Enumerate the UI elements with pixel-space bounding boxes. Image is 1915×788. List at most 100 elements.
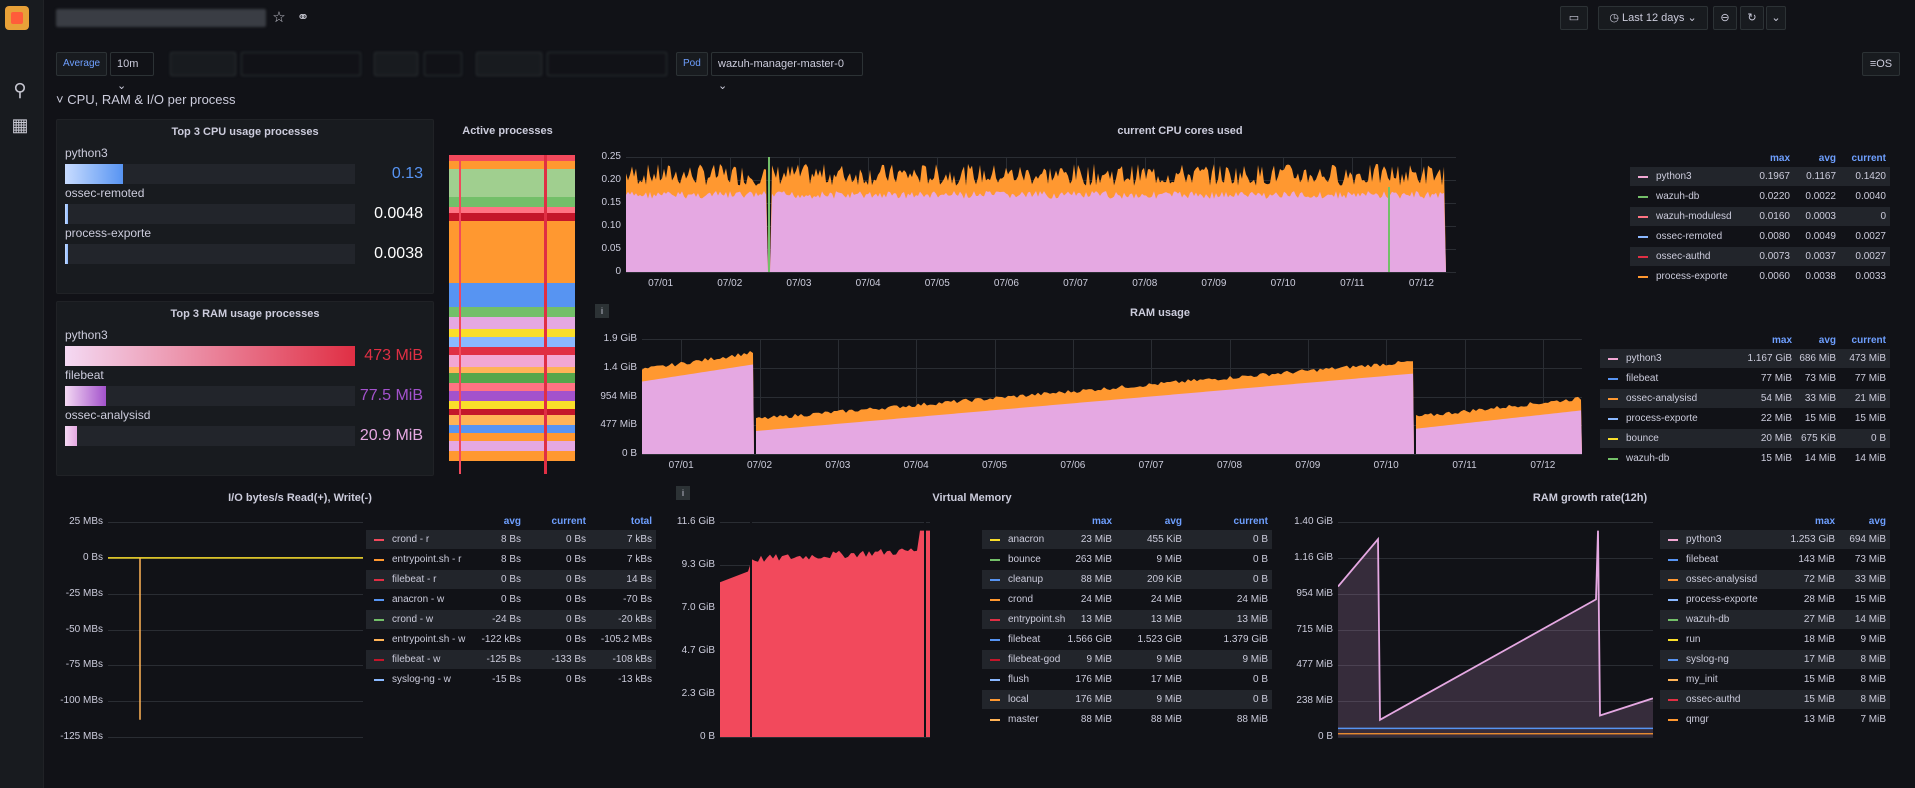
legend-row[interactable]: filebeat 1.566 GiB 1.523 GiB 1.379 GiB <box>982 630 1272 649</box>
panel-title: Virtual Memory <box>932 492 1012 504</box>
legend-row[interactable]: my_init 15 MiB 8 MiB <box>1660 670 1890 689</box>
legend-row[interactable]: syslog-ng - w -15 Bs 0 Bs -13 kBs <box>366 670 656 689</box>
legend-row[interactable]: anacron 23 MiB 455 KiB 0 B <box>982 530 1272 549</box>
legend-header-avg[interactable]: avg <box>1818 335 1836 346</box>
legend-value-current: 0.0033 <box>1855 271 1886 282</box>
legend-row[interactable]: crond 24 MiB 24 MiB 24 MiB <box>982 590 1272 609</box>
legend-header-current[interactable]: current <box>551 516 586 527</box>
variable-select-redacted[interactable] <box>547 52 667 76</box>
legend-header-total[interactable]: total <box>630 516 652 527</box>
star-icon[interactable]: ☆ <box>272 9 286 26</box>
y-tick-label: 0 B <box>699 731 715 742</box>
legend-header-avg[interactable]: avg <box>1164 516 1182 527</box>
legend-row[interactable]: cleanup 88 MiB 209 KiB 0 B <box>982 570 1272 589</box>
dashboards-grid-icon[interactable]: ▦ <box>11 115 29 135</box>
zoom-out-button[interactable]: ⊖ <box>1713 6 1737 30</box>
info-icon[interactable]: i <box>676 486 690 500</box>
legend-row[interactable]: flush 176 MiB 17 MiB 0 B <box>982 670 1272 689</box>
variable-select-redacted[interactable] <box>241 52 361 76</box>
legend-row[interactable]: anacron - w 0 Bs 0 Bs -70 Bs <box>366 590 656 609</box>
y-tick-label: 954 MiB <box>600 390 637 402</box>
variable-label-redacted <box>170 52 236 76</box>
x-tick-label: 07/11 <box>1340 278 1365 289</box>
legend-row[interactable]: syslog-ng 17 MiB 8 MiB <box>1660 650 1890 669</box>
series-color-swatch <box>1638 216 1648 218</box>
legend-header-avg[interactable]: avg <box>503 516 521 527</box>
legend-row[interactable]: filebeat 77 MiB 73 MiB 77 MiB <box>1600 369 1890 388</box>
legend-header-max[interactable]: max <box>1771 335 1792 346</box>
legend-header-current[interactable]: current <box>1851 153 1886 164</box>
legend-row[interactable]: python3 0.1967 0.1167 0.1420 <box>1630 167 1890 186</box>
legend-row[interactable]: ossec-authd 0.0073 0.0037 0.0027 <box>1630 247 1890 266</box>
legend-row[interactable]: run 18 MiB 9 MiB <box>1660 630 1890 649</box>
variable-label-redacted <box>476 52 542 76</box>
tv-mode-button[interactable]: ▭ <box>1560 6 1588 30</box>
os-links-button[interactable]: ≡OS <box>1862 52 1900 76</box>
legend-row[interactable]: qmgr 13 MiB 7 MiB <box>1660 710 1890 729</box>
legend-header-max[interactable]: max <box>1091 516 1112 527</box>
legend-value-avg: 9 MiB <box>1860 634 1886 645</box>
legend-row[interactable]: bounce 263 MiB 9 MiB 0 B <box>982 550 1272 569</box>
legend-row[interactable]: python3 1.167 GiB 686 MiB 473 MiB <box>1600 349 1890 368</box>
legend-row[interactable]: entrypoint.sh - r 8 Bs 0 Bs 7 kBs <box>366 550 656 569</box>
legend-row[interactable]: ossec-authd 15 MiB 8 MiB <box>1660 690 1890 709</box>
refresh-interval-dropdown[interactable]: ⌄ <box>1766 6 1786 30</box>
legend-row[interactable]: process-exporte 28 MiB 15 MiB <box>1660 590 1890 609</box>
variable-select-redacted[interactable] <box>424 52 462 76</box>
legend-row[interactable]: ossec-remoted 0.0080 0.0049 0.0027 <box>1630 227 1890 246</box>
series-plot <box>720 522 930 737</box>
legend-row[interactable]: crond - w -24 Bs 0 Bs -20 kBs <box>366 610 656 629</box>
legend-row[interactable]: entrypoint.sh - w -122 kBs 0 Bs -105.2 MBs <box>366 630 656 649</box>
bar-gauge-row: ossec-analysisd 20.9 MiB <box>63 408 427 458</box>
legend-row[interactable]: process-exporte 22 MiB 15 MiB 15 MiB <box>1600 409 1890 428</box>
interval-select[interactable]: 10m ⌄ <box>110 52 154 92</box>
row-collapse-toggle[interactable]: ˅ CPU, RAM & I/O per process <box>56 92 236 107</box>
legend-row[interactable]: master 88 MiB 88 MiB 88 MiB <box>982 710 1272 729</box>
bar-gauge-value: 473 MiB <box>364 347 423 364</box>
series-color-swatch <box>990 559 1000 561</box>
legend-row[interactable]: entrypoint.sh 13 MiB 13 MiB 13 MiB <box>982 610 1272 629</box>
legend-header-max[interactable]: max <box>1769 153 1790 164</box>
legend-value-current: 0 Bs <box>565 674 586 685</box>
legend-row[interactable]: process-exporte 0.0060 0.0038 0.0033 <box>1630 267 1890 286</box>
legend-row[interactable]: wazuh-db 15 MiB 14 MiB 14 MiB <box>1600 449 1890 468</box>
series-color-swatch <box>1608 438 1618 440</box>
legend-header-avg[interactable]: avg <box>1868 516 1886 527</box>
legend-row[interactable]: filebeat 143 MiB 73 MiB <box>1660 550 1890 569</box>
legend-row[interactable]: wazuh-db 0.0220 0.0022 0.0040 <box>1630 187 1890 206</box>
legend-row[interactable]: local 176 MiB 9 MiB 0 B <box>982 690 1272 709</box>
legend-row[interactable]: wazuh-modulesd 0.0160 0.0003 0 <box>1630 207 1890 226</box>
x-tick-label: 07/05 <box>981 460 1008 471</box>
pod-select[interactable]: wazuh-manager-master-0 ⌄ <box>711 52 863 92</box>
series-color-swatch <box>374 659 384 661</box>
legend-header-current[interactable]: current <box>1851 335 1886 346</box>
search-icon[interactable]: ⚲ <box>13 80 27 100</box>
legend-row[interactable]: ossec-analysisd 54 MiB 33 MiB 21 MiB <box>1600 389 1890 408</box>
top-cpu-panel: Top 3 CPU usage processes python3 0.13 oss… <box>56 119 434 294</box>
series-color-swatch <box>1608 458 1618 460</box>
legend-row[interactable]: ossec-analysisd 72 MiB 33 MiB <box>1660 570 1890 589</box>
legend-value-total: 7 kBs <box>626 554 652 565</box>
info-icon[interactable]: i <box>595 304 609 318</box>
legend-row[interactable]: python3 1.253 GiB 694 MiB <box>1660 530 1890 549</box>
share-icon[interactable]: ⚭ <box>296 9 310 26</box>
legend-value-max: 15 MiB <box>1803 694 1835 705</box>
legend-row[interactable]: filebeat - w -125 Bs -133 Bs -108 kBs <box>366 650 656 669</box>
refresh-button[interactable]: ↻ <box>1740 6 1764 30</box>
legend-row[interactable]: crond - r 8 Bs 0 Bs 7 kBs <box>366 530 656 549</box>
legend-value-avg: 7 MiB <box>1860 714 1886 725</box>
legend-header-avg[interactable]: avg <box>1818 153 1836 164</box>
time-range-picker[interactable]: ◷ Last 12 days ⌄ <box>1598 6 1708 30</box>
legend-header-max[interactable]: max <box>1814 516 1835 527</box>
legend-row[interactable]: bounce 20 MiB 675 KiB 0 B <box>1600 429 1890 448</box>
legend-row[interactable]: filebeat - r 0 Bs 0 Bs 14 Bs <box>366 570 656 589</box>
legend-header-current[interactable]: current <box>1233 516 1268 527</box>
legend-value-current: 0 Bs <box>565 574 586 585</box>
legend-row[interactable]: filebeat-god 9 MiB 9 MiB 9 MiB <box>982 650 1272 669</box>
grafana-logo[interactable] <box>5 6 29 30</box>
dashboard-title[interactable] <box>56 9 266 27</box>
legend-row[interactable]: wazuh-db 27 MiB 14 MiB <box>1660 610 1890 629</box>
series-plot <box>642 351 1582 454</box>
ram-usage-panel: i RAM usage 1.9 GiB 1.4 GiB 954 MiB 477 MiB… <box>590 301 1890 473</box>
active-process-band <box>449 433 575 441</box>
